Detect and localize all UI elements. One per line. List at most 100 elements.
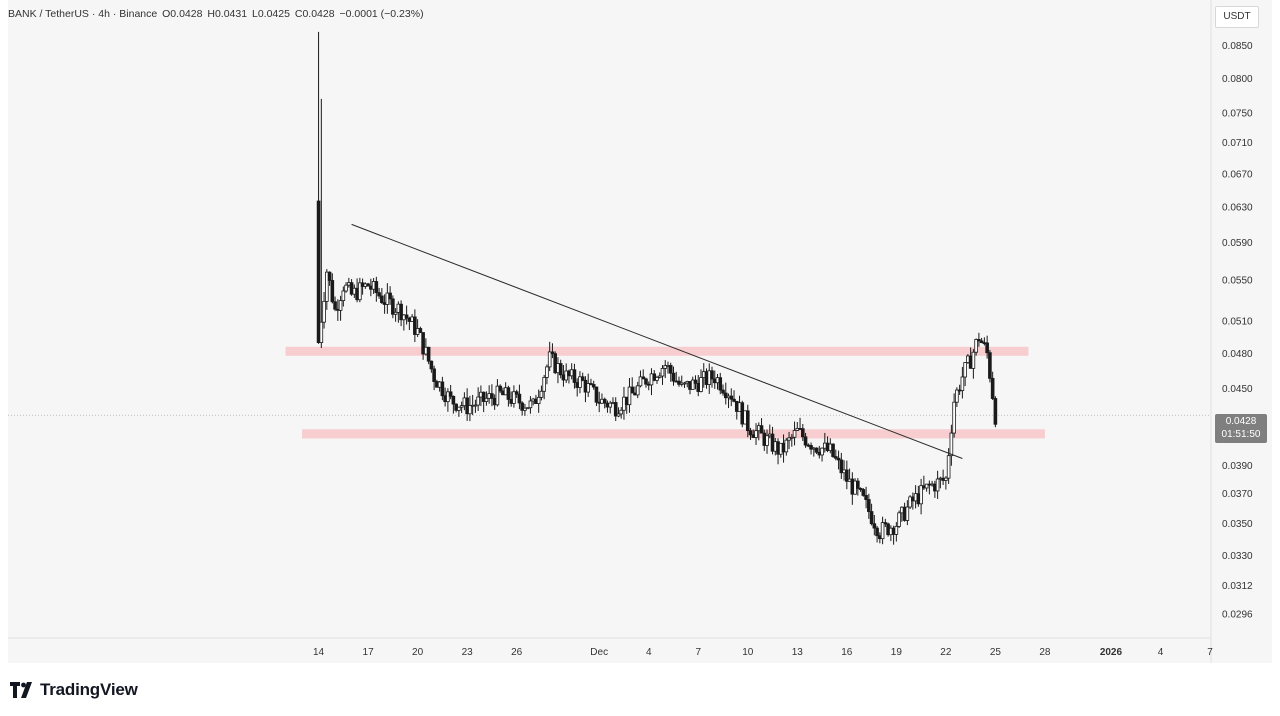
candle-up xyxy=(682,382,687,385)
price-tick-label: 0.0670 xyxy=(1222,169,1253,180)
candle-up xyxy=(608,402,613,408)
candle-down xyxy=(883,522,888,525)
candle-down xyxy=(399,303,403,321)
candle-up xyxy=(358,282,362,301)
candle-up xyxy=(955,389,959,403)
candle-up xyxy=(935,478,940,492)
candle-up xyxy=(322,300,326,323)
time-tick-label: 16 xyxy=(841,647,853,658)
candle-up xyxy=(784,439,789,453)
currency-unit-button[interactable]: USDT xyxy=(1215,6,1259,28)
descending-trendline xyxy=(351,223,963,459)
candle-up xyxy=(545,366,549,378)
candle-up xyxy=(344,284,348,292)
chart-panel[interactable] xyxy=(8,0,1272,663)
trend-layer xyxy=(351,223,963,459)
time-tick-label: 4 xyxy=(1158,647,1164,658)
price-tick-label: 0.0480 xyxy=(1222,349,1253,360)
candle-down xyxy=(641,376,646,380)
time-tick-label: 4 xyxy=(646,647,652,658)
candle-down xyxy=(993,398,998,425)
time-tick-label: 25 xyxy=(990,647,1002,658)
candle-down xyxy=(839,459,844,474)
candle-down xyxy=(580,376,585,381)
change-value: −0.0001 (−0.23%) xyxy=(339,8,424,20)
current-price-value: 0.0428 xyxy=(1225,416,1257,427)
candle-down xyxy=(440,381,445,397)
candle-up xyxy=(789,436,794,439)
candle-up xyxy=(393,311,398,315)
candle-down xyxy=(710,370,714,380)
candle-down xyxy=(803,436,808,446)
candle-down xyxy=(869,511,874,525)
candle-down xyxy=(594,386,599,403)
candle-up xyxy=(765,435,769,446)
candle-up xyxy=(880,522,885,540)
candle-up xyxy=(523,407,527,411)
candle-down xyxy=(856,480,860,489)
candle-down xyxy=(801,428,805,438)
candle-up xyxy=(627,386,632,406)
candle-up xyxy=(897,512,901,527)
price-tick-label: 0.0296 xyxy=(1222,609,1253,620)
price-tick-label: 0.0800 xyxy=(1222,74,1253,85)
high-value: H0.0431 xyxy=(207,8,248,20)
candle-up xyxy=(528,400,533,409)
time-tick-label: 13 xyxy=(792,647,804,658)
price-tick-label: 0.0850 xyxy=(1222,41,1253,52)
candle-down xyxy=(979,340,984,344)
support-resistance-zone xyxy=(302,429,1045,439)
candle-down xyxy=(572,369,577,383)
time-tick-label: 19 xyxy=(891,647,903,658)
candles-layer xyxy=(316,31,998,545)
price-tick-label: 0.0590 xyxy=(1222,238,1253,249)
candle-up xyxy=(319,321,324,343)
candle-up xyxy=(894,525,899,535)
support-resistance-zone xyxy=(285,346,1029,356)
candle-down xyxy=(380,295,384,303)
candle-down xyxy=(809,445,813,450)
candle-down xyxy=(591,384,596,388)
candle-up xyxy=(787,437,791,441)
candle-down xyxy=(630,386,635,394)
symbol-label[interactable]: BANK / TetherUS · 4h · Binance xyxy=(8,8,158,20)
candle-down xyxy=(693,379,698,384)
candle-down xyxy=(517,393,522,404)
candle-down xyxy=(316,200,321,343)
candle-up xyxy=(690,379,695,390)
candle-down xyxy=(985,342,989,354)
candle-down xyxy=(366,283,370,287)
candle-down xyxy=(333,301,337,310)
candle-down xyxy=(558,363,563,376)
price-tick-label: 0.0370 xyxy=(1222,489,1253,500)
candle-down xyxy=(831,443,835,457)
bar-countdown: 01:51:50 xyxy=(1221,429,1261,440)
tradingview-logo[interactable]: TradingView xyxy=(10,680,138,700)
candle-up xyxy=(512,391,516,404)
candle-up xyxy=(539,390,544,398)
candle-down xyxy=(421,332,425,355)
candle-down xyxy=(418,328,423,333)
candle-down xyxy=(391,298,395,315)
low-value: L0.0425 xyxy=(251,8,290,20)
candle-up xyxy=(971,351,976,369)
candle-down xyxy=(759,425,764,434)
candle-down xyxy=(506,387,511,400)
candle-up xyxy=(616,413,621,417)
candle-up xyxy=(638,376,643,387)
time-tick-label: 23 xyxy=(462,647,474,658)
candle-down xyxy=(498,385,502,392)
price-tick-label: 0.0450 xyxy=(1222,384,1253,395)
candle-up xyxy=(820,447,824,456)
candle-up xyxy=(663,365,668,369)
candle-up xyxy=(325,271,329,302)
candle-up xyxy=(495,385,500,406)
tradingview-logo-icon xyxy=(10,682,32,698)
candle-up xyxy=(457,406,461,411)
candle-down xyxy=(977,339,981,342)
price-tick-label: 0.0510 xyxy=(1222,316,1253,327)
candle-down xyxy=(875,527,879,537)
time-tick-label: 20 xyxy=(412,647,424,658)
candle-down xyxy=(748,430,753,436)
